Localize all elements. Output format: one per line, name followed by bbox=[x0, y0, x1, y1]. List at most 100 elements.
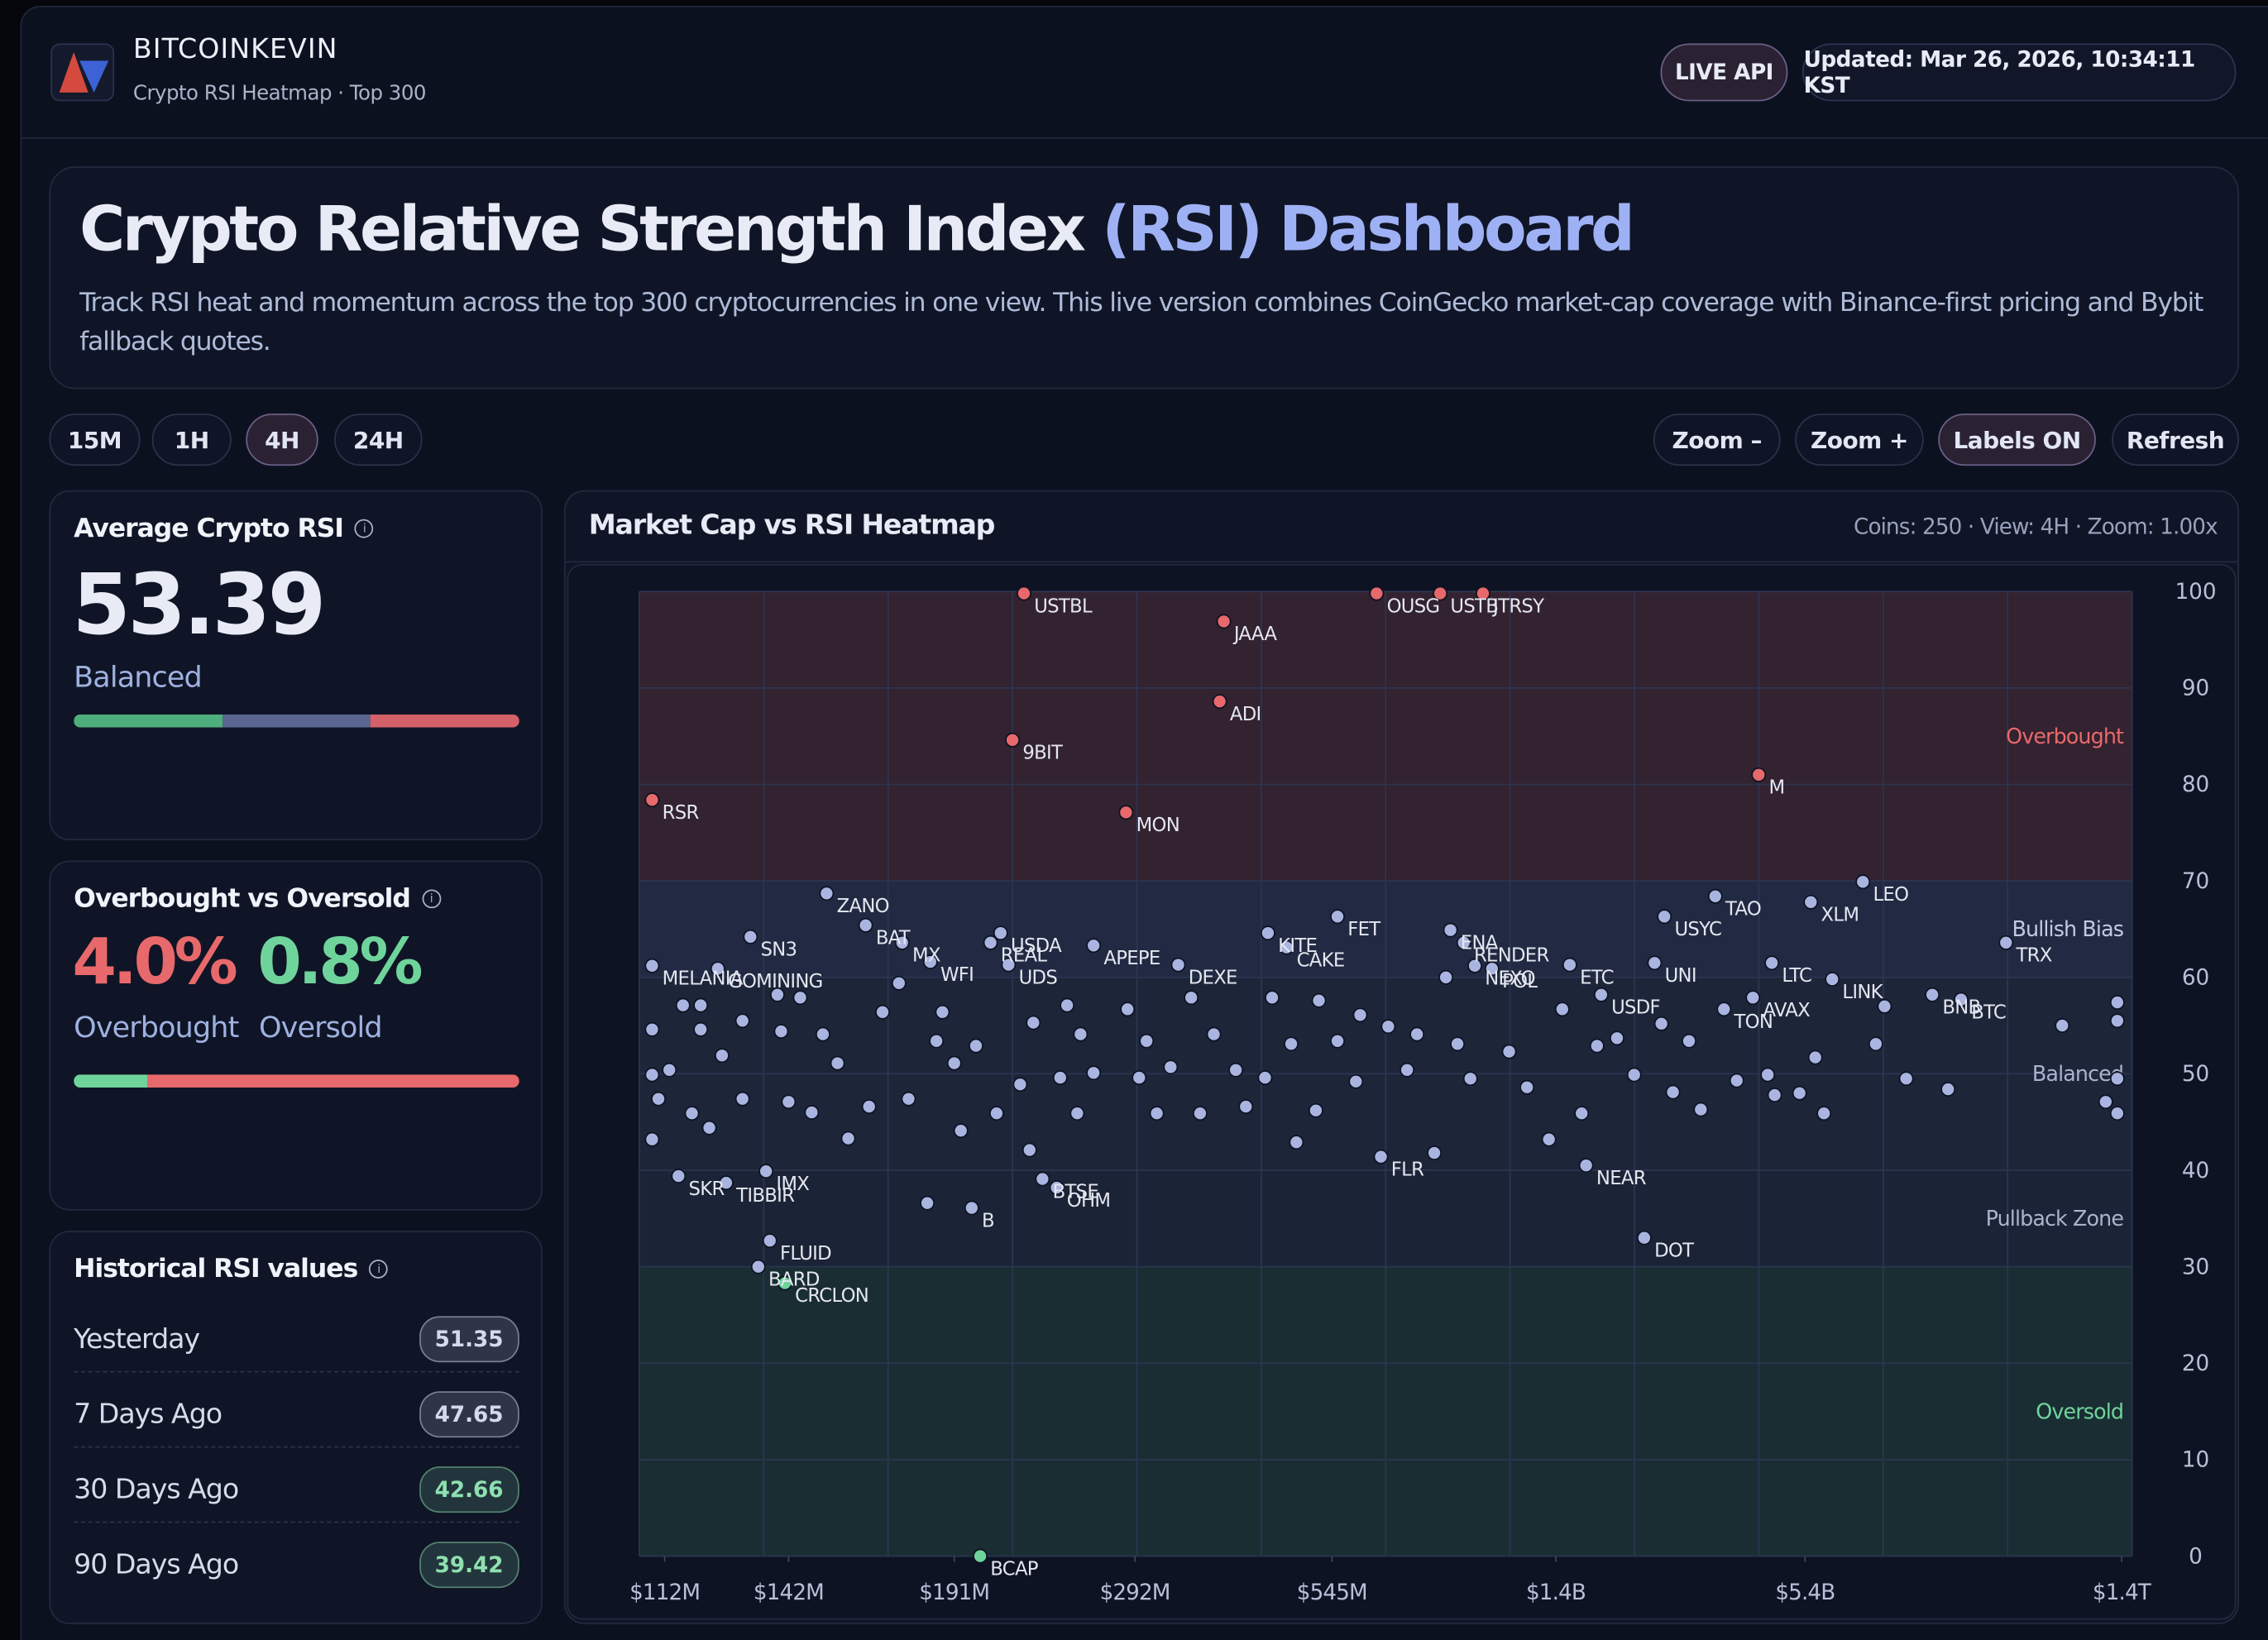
coin-dot bbox=[815, 1026, 830, 1042]
coin-dot bbox=[1562, 957, 1577, 973]
coin-label: NEXO bbox=[1485, 968, 1535, 990]
coin-dot bbox=[1311, 992, 1327, 1008]
x-tick-label: $545M bbox=[1297, 1580, 1367, 1605]
brand-subtitle: Crypto RSI Heatmap · Top 300 bbox=[132, 82, 427, 106]
timeframe-button[interactable]: 24H bbox=[333, 414, 423, 466]
coin-dot bbox=[1330, 909, 1345, 925]
history-label: 30 Days Ago bbox=[74, 1473, 239, 1506]
coin-dot bbox=[1369, 586, 1385, 601]
coin-dot bbox=[719, 1175, 734, 1191]
logo bbox=[50, 43, 115, 102]
coin-dot bbox=[1610, 1030, 1624, 1046]
action-button[interactable]: Zoom – bbox=[1653, 414, 1781, 466]
coin-label: MON bbox=[1136, 815, 1179, 836]
coin-dot bbox=[1409, 1026, 1425, 1042]
x-tick-label: $5.4B bbox=[1775, 1580, 1835, 1605]
coin-dot bbox=[1073, 1026, 1089, 1042]
coin-dot bbox=[1163, 1059, 1179, 1075]
coin-dot bbox=[1825, 972, 1840, 987]
action-button[interactable]: Labels ON bbox=[1938, 414, 2096, 466]
coin-dot bbox=[693, 997, 709, 1013]
coin-dot bbox=[1589, 1038, 1605, 1054]
coin-dot bbox=[1380, 1019, 1396, 1035]
updated-time: Updated: Mar 26, 2026, 10:34:11 KST bbox=[1801, 43, 2237, 102]
scale-segment bbox=[74, 714, 222, 728]
coin-dot bbox=[1348, 1073, 1364, 1089]
chart-subtitle: Coins: 250 · View: 4H · Zoom: 1.00x bbox=[1854, 513, 2218, 540]
coin-dot bbox=[1005, 732, 1020, 748]
coin-label: IMX bbox=[776, 1174, 809, 1195]
overbought-label: Overbought bbox=[74, 1009, 239, 1045]
coin-dot bbox=[1998, 935, 2014, 950]
coin-label: FLR bbox=[1391, 1159, 1424, 1180]
overbought-value: 4.0% bbox=[72, 925, 237, 1000]
coin-label: CRCLON bbox=[795, 1285, 868, 1307]
y-tick-label: 100 bbox=[2175, 580, 2217, 605]
card-title-text: Average Crypto RSI bbox=[74, 513, 344, 544]
coin-dot bbox=[1086, 1065, 1102, 1081]
coin-dot bbox=[1257, 1070, 1273, 1085]
coin-label: TIBBIR bbox=[735, 1185, 795, 1207]
coin-dot bbox=[2055, 1018, 2070, 1034]
coin-dot bbox=[2098, 1094, 2113, 1110]
action-button[interactable]: Refresh bbox=[2112, 414, 2239, 466]
coin-dot bbox=[1260, 925, 1275, 941]
y-tick-label: 10 bbox=[2182, 1448, 2209, 1473]
history-value: 39.42 bbox=[419, 1542, 519, 1589]
coin-dot bbox=[743, 929, 758, 944]
coin-dot bbox=[894, 935, 910, 950]
coin-dot bbox=[1925, 987, 1940, 1002]
timeframe-button[interactable]: 1H bbox=[151, 414, 232, 466]
history-value: 42.66 bbox=[419, 1466, 519, 1513]
coin-dot bbox=[830, 1055, 845, 1071]
coin-dot bbox=[734, 1013, 750, 1029]
coin-label: USTBL bbox=[1034, 595, 1093, 617]
coin-label: UNI bbox=[1665, 965, 1696, 987]
coin-dot bbox=[953, 1123, 969, 1139]
card-title-text: Overbought vs Oversold bbox=[74, 883, 411, 915]
coin-dot bbox=[1541, 1131, 1557, 1147]
y-tick-label: 40 bbox=[2182, 1159, 2209, 1183]
coin-dot bbox=[1216, 614, 1232, 629]
coin-dot bbox=[2109, 1071, 2125, 1087]
coin-dot bbox=[1035, 1171, 1050, 1187]
live-badge: LIVE API bbox=[1660, 43, 1788, 102]
history-row: 30 Days Ago 42.66 bbox=[74, 1458, 519, 1523]
coin-label: TAO bbox=[1725, 899, 1761, 920]
coin-dot bbox=[1519, 1079, 1535, 1095]
coin-dot bbox=[858, 917, 873, 933]
coin-dot bbox=[1284, 1036, 1299, 1052]
coin-label: ENA bbox=[1461, 932, 1499, 954]
coin-dot bbox=[1767, 1088, 1782, 1102]
coin-label: OUSG bbox=[1387, 595, 1440, 617]
hero-title: Crypto Relative Strength Index (RSI) Das… bbox=[79, 194, 1635, 266]
coin-label: BCAP bbox=[990, 1558, 1038, 1580]
coin-dot bbox=[1954, 992, 1969, 1007]
coin-dot bbox=[1265, 990, 1280, 1006]
coin-dot bbox=[1716, 1002, 1732, 1017]
coin-dot bbox=[1729, 1073, 1744, 1088]
coin-dot bbox=[714, 1048, 730, 1064]
coin-dot bbox=[1626, 1067, 1642, 1083]
action-button[interactable]: Zoom + bbox=[1795, 414, 1924, 466]
coin-dot bbox=[2109, 995, 2125, 1011]
coin-dot bbox=[1751, 767, 1767, 782]
coin-label: FLUID bbox=[780, 1243, 831, 1265]
coin-dot bbox=[1049, 1180, 1065, 1195]
hero-card: Crypto Relative Strength Index (RSI) Das… bbox=[49, 166, 2239, 390]
timeframe-button[interactable]: 4H bbox=[246, 414, 318, 466]
coin-label: FET bbox=[1347, 919, 1380, 940]
coin-dot bbox=[1022, 1142, 1037, 1158]
coin-dot bbox=[1693, 1102, 1709, 1117]
coin-dot bbox=[1206, 1026, 1222, 1042]
coin-label: LEO bbox=[1873, 884, 1908, 906]
zone-label: Balanced bbox=[2032, 1061, 2123, 1086]
coin-label: WFI bbox=[940, 964, 974, 986]
timeframe-button[interactable]: 15M bbox=[49, 414, 141, 466]
coin-dot bbox=[644, 958, 660, 973]
coin-dot bbox=[1764, 955, 1780, 971]
coin-label: TRX bbox=[2016, 945, 2052, 967]
average-card: Average Crypto RSI i 53.39 Balanced bbox=[49, 490, 543, 840]
hero-title-main: Crypto Relative Strength Index bbox=[79, 194, 1086, 266]
